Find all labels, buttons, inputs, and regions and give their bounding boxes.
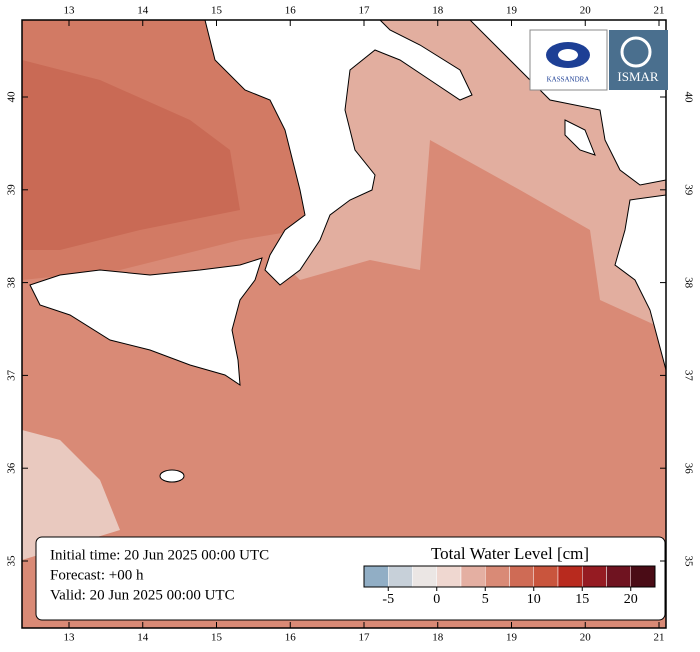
colorbar-bin xyxy=(412,565,437,588)
lat-label: 35 xyxy=(682,556,694,568)
lon-label: 13 xyxy=(64,632,76,644)
lat-label: 38 xyxy=(682,277,694,289)
logo-text: ISMAR xyxy=(617,69,659,84)
colorbar-bin xyxy=(509,565,534,588)
land-island xyxy=(564,119,596,156)
info-line: Valid: 20 Jun 2025 00:00 UTC xyxy=(50,587,235,603)
map-frame xyxy=(21,19,667,629)
colorbar-tick-label: 20 xyxy=(624,592,638,607)
lat-label: 39 xyxy=(6,184,18,196)
lat-label: 36 xyxy=(682,463,694,475)
land-greece xyxy=(614,194,666,371)
colorbar-tick-label: 0 xyxy=(433,592,440,607)
lon-label: 20 xyxy=(580,5,592,17)
lat-label: 35 xyxy=(6,555,18,567)
lon-label: 21 xyxy=(654,632,665,644)
lon-label: 13 xyxy=(64,5,76,17)
colorbar-bin xyxy=(460,565,486,588)
lon-label: 16 xyxy=(285,5,297,17)
colorbar-tick-label: 15 xyxy=(575,592,589,607)
lon-label: 17 xyxy=(359,632,371,644)
lon-label: 19 xyxy=(506,5,518,17)
lat-label: 37 xyxy=(682,370,694,382)
logo-icon xyxy=(620,36,652,68)
lon-label: 17 xyxy=(359,5,371,17)
land-malta xyxy=(159,469,185,483)
logo-panel xyxy=(609,30,668,90)
colorbar-tick-label: 5 xyxy=(482,592,489,607)
colorbar-bin xyxy=(388,565,413,588)
colorbar-frame xyxy=(363,565,656,588)
lon-label: 18 xyxy=(432,632,444,644)
lon-label: 14 xyxy=(137,632,149,644)
logo-box: KASSANDRA ISMAR xyxy=(529,29,668,91)
lon-label: 21 xyxy=(654,5,665,17)
lon-label: 18 xyxy=(432,5,444,17)
legend-box xyxy=(35,536,666,621)
colorbar-bin xyxy=(436,565,462,588)
colorbar-tick-label: 10 xyxy=(527,592,541,607)
colorbar-bin xyxy=(630,565,656,588)
info-line: Initial time: 20 Jun 2025 00:00 UTC xyxy=(50,547,269,563)
sea-region xyxy=(22,430,120,560)
colorbar-bin xyxy=(363,565,389,588)
colorbar-bin xyxy=(533,565,559,588)
land-sicily xyxy=(29,257,263,386)
colorbar-bin xyxy=(606,565,631,588)
lon-label: 14 xyxy=(137,5,149,17)
logo-text: KASSANDRA xyxy=(547,76,590,84)
lon-label: 20 xyxy=(580,632,592,644)
land-italy xyxy=(204,20,473,286)
colorbar-bin xyxy=(557,565,583,588)
lon-label: 15 xyxy=(211,632,223,644)
lat-label: 39 xyxy=(682,184,694,196)
lat-label: 38 xyxy=(6,277,18,289)
colorbar-bin xyxy=(485,565,510,588)
colorbar-bin xyxy=(582,565,607,588)
logo-icon xyxy=(558,49,578,61)
sea-region xyxy=(22,60,240,250)
colorbar-tick-label: -5 xyxy=(382,592,394,607)
lon-label: 16 xyxy=(285,632,297,644)
map-area xyxy=(22,20,666,628)
colorbar-title: Total Water Level [cm] xyxy=(431,544,589,563)
lat-label: 40 xyxy=(682,92,694,104)
lon-label: 19 xyxy=(506,632,518,644)
info-line: Forecast: +00 h xyxy=(50,567,144,583)
lat-label: 37 xyxy=(6,369,18,381)
lat-label: 40 xyxy=(6,91,18,103)
lon-label: 15 xyxy=(211,5,223,17)
lat-label: 36 xyxy=(6,462,18,474)
